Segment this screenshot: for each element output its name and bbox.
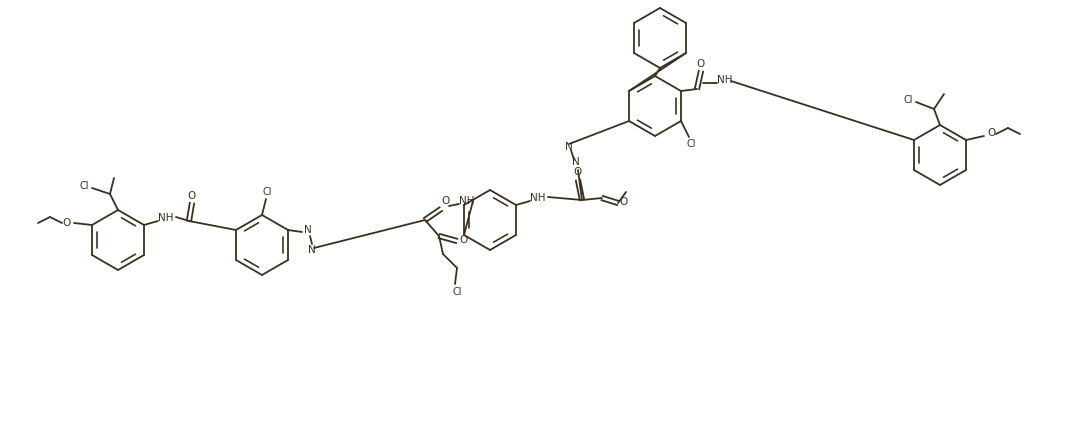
Text: Cl: Cl	[79, 181, 88, 191]
Text: NH: NH	[159, 213, 174, 223]
Text: Cl: Cl	[903, 95, 913, 105]
Text: NH: NH	[718, 75, 733, 85]
Text: N: N	[304, 225, 312, 235]
Text: N: N	[309, 245, 316, 255]
Text: N: N	[565, 142, 573, 152]
Text: O: O	[573, 167, 582, 177]
Text: Cl: Cl	[686, 139, 696, 149]
Text: N: N	[572, 157, 579, 167]
Text: O: O	[442, 196, 450, 206]
Text: O: O	[619, 197, 628, 207]
Text: O: O	[62, 218, 70, 228]
Text: O: O	[188, 191, 196, 201]
Text: Cl: Cl	[262, 187, 272, 197]
Text: NH: NH	[460, 196, 475, 206]
Text: NH: NH	[530, 193, 546, 203]
Text: O: O	[988, 128, 996, 138]
Text: Cl: Cl	[452, 287, 462, 297]
Text: O: O	[697, 59, 705, 69]
Text: O: O	[459, 235, 467, 245]
